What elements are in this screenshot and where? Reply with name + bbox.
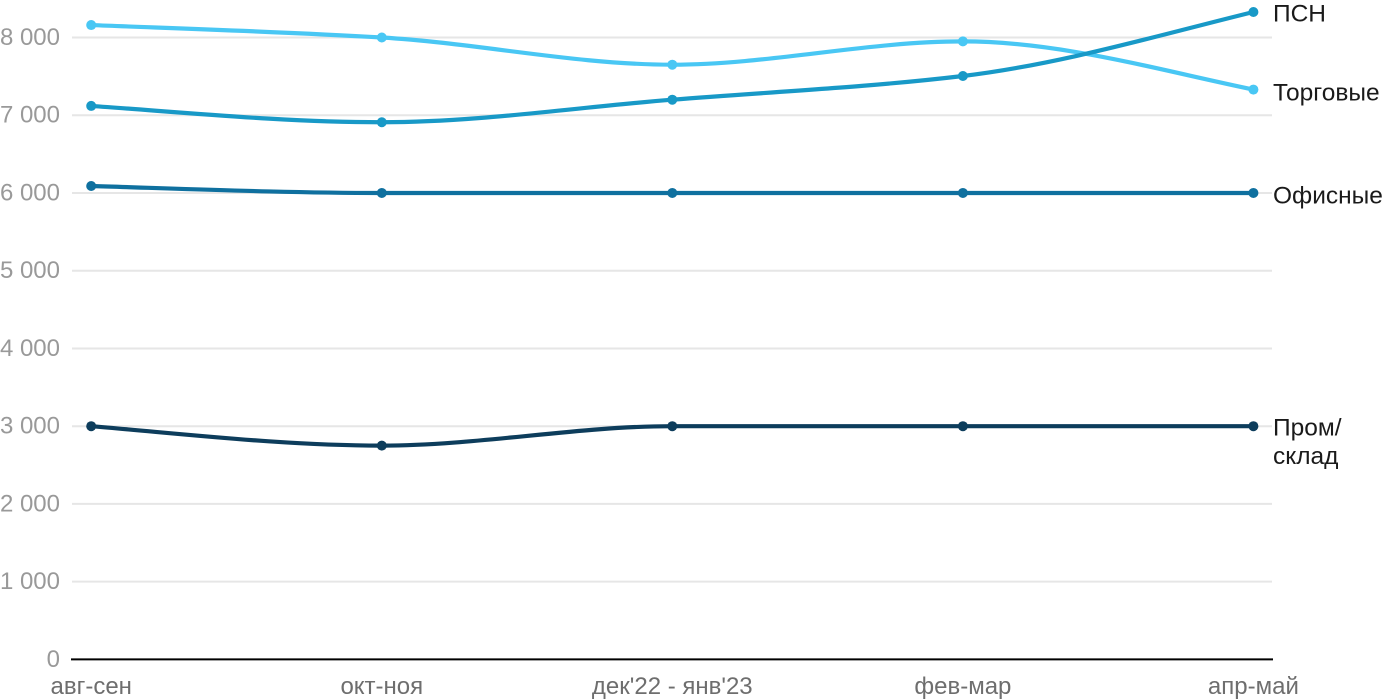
svg-text:0: 0	[47, 646, 60, 673]
svg-text:дек'22 - янв'23: дек'22 - янв'23	[592, 673, 753, 700]
svg-text:склад: склад	[1273, 443, 1338, 470]
svg-text:6 000: 6 000	[0, 179, 60, 206]
svg-text:3 000: 3 000	[0, 413, 60, 440]
svg-text:ПСН: ПСН	[1273, 1, 1326, 28]
svg-text:4 000: 4 000	[0, 335, 60, 362]
svg-text:окт-ноя: окт-ноя	[340, 673, 423, 700]
svg-text:апр-май: апр-май	[1208, 673, 1299, 700]
svg-text:5 000: 5 000	[0, 257, 60, 284]
svg-text:Офисные: Офисные	[1273, 183, 1383, 210]
svg-text:1 000: 1 000	[0, 568, 60, 595]
svg-text:Пром/: Пром/	[1273, 415, 1342, 442]
svg-text:7 000: 7 000	[0, 102, 60, 129]
svg-text:Торговые: Торговые	[1273, 80, 1380, 107]
svg-text:фев-мар: фев-мар	[914, 673, 1011, 700]
svg-text:8 000: 8 000	[0, 24, 60, 51]
svg-text:авг-сен: авг-сен	[50, 673, 131, 700]
svg-text:2 000: 2 000	[0, 490, 60, 517]
